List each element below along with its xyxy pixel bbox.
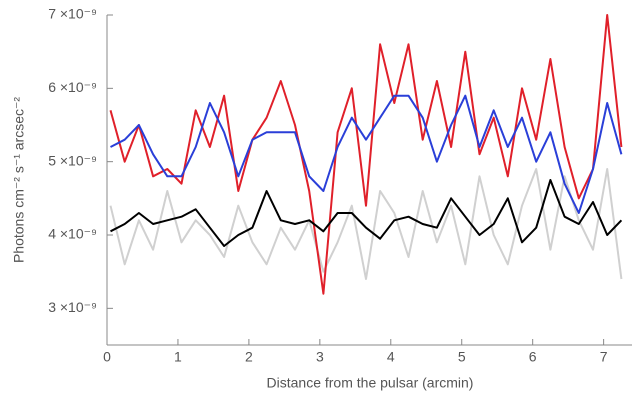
x-tick-label: 7 [600, 349, 608, 365]
data-line [110, 94, 623, 214]
data-line [110, 179, 623, 247]
y-tick-label: 7 ×10⁻⁹ [48, 6, 97, 22]
x-tick-label: 2 [245, 349, 253, 365]
x-tick-label: 6 [529, 349, 537, 365]
y-tick-label: 3 ×10⁻⁹ [48, 299, 97, 315]
data-line [109, 168, 623, 280]
y-axis-label: Photons cm⁻² s⁻¹ arcsec⁻² [11, 97, 27, 263]
x-tick-label: 3 [316, 349, 324, 365]
x-tick-label: 4 [387, 349, 395, 365]
x-tick-label: 1 [174, 349, 182, 365]
y-tick-label: 6 ×10⁻⁹ [48, 79, 97, 95]
x-axis-label: Distance from the pulsar (arcmin) [267, 375, 474, 391]
y-tick-label: 5 ×10⁻⁹ [48, 152, 97, 168]
y-tick-label: 4 ×10⁻⁹ [48, 226, 97, 242]
data-line [109, 14, 623, 295]
x-tick-label: 5 [458, 349, 466, 365]
x-tick-label: 0 [103, 349, 111, 365]
